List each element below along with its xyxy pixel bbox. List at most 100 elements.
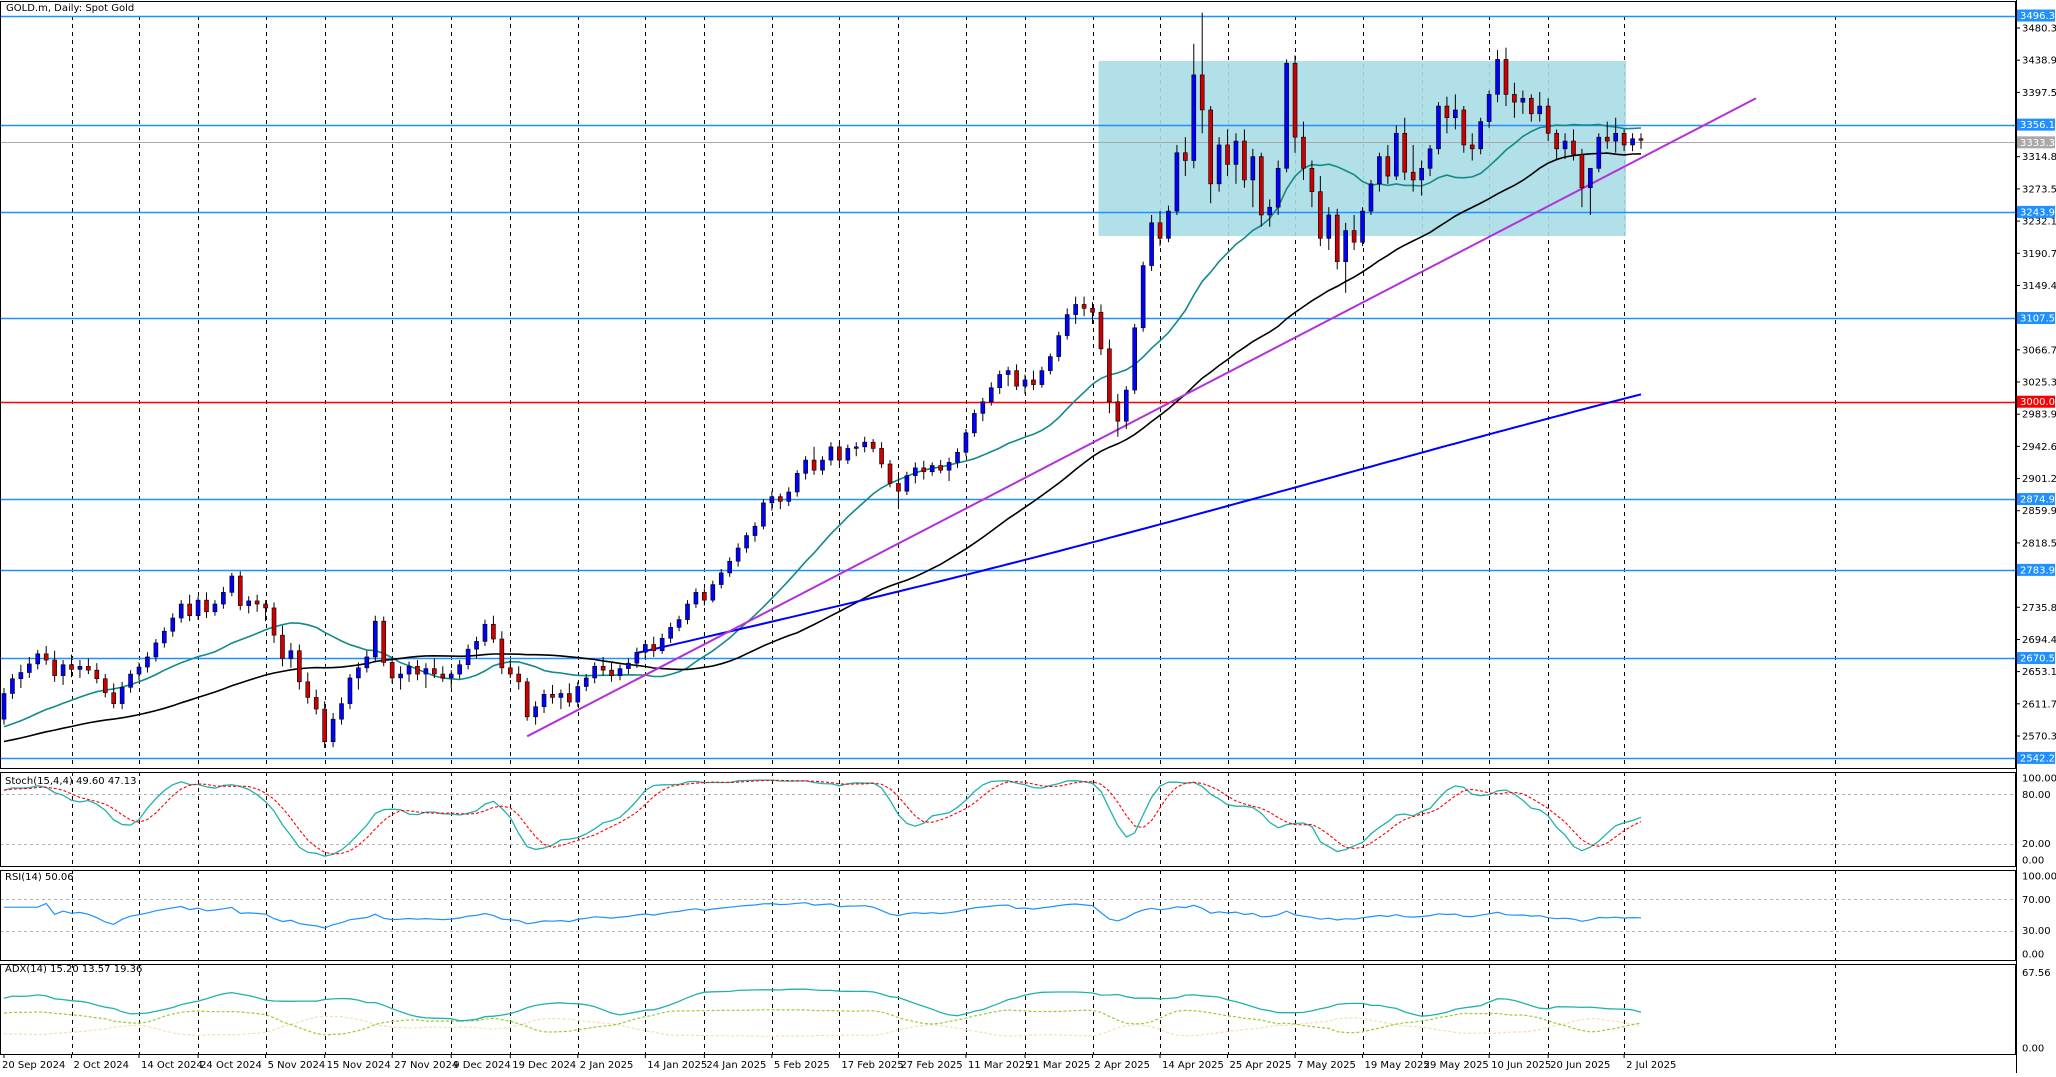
date-tick-label: 2 Apr 2025 xyxy=(1095,1060,1150,1071)
candle xyxy=(1453,94,1458,130)
candle xyxy=(1301,121,1306,180)
date-tick-label: 17 Feb 2025 xyxy=(841,1060,903,1071)
candle xyxy=(1444,96,1450,134)
level-price-tag xyxy=(2017,563,2055,576)
date-tick-label: 7 May 2025 xyxy=(1297,1060,1356,1071)
consolidation-range-box xyxy=(1098,60,1627,236)
candle xyxy=(1098,304,1104,356)
date-tick-label: 11 Mar 2025 xyxy=(968,1060,1031,1071)
candle xyxy=(297,644,302,690)
date-tick-label: 19 Dec 2024 xyxy=(512,1060,576,1071)
candle xyxy=(1031,370,1036,391)
price-tick-label: 2570.39 xyxy=(2022,732,2056,743)
candle xyxy=(626,658,631,675)
candle xyxy=(972,409,977,437)
candle xyxy=(845,444,851,464)
candle xyxy=(322,701,327,748)
candle xyxy=(212,600,218,616)
price-tick-label: 3232.15 xyxy=(2022,217,2056,228)
rsi-tick-label: 0.00 xyxy=(2022,950,2044,961)
candle xyxy=(904,471,910,496)
level-price-tag xyxy=(2017,395,2055,408)
candle xyxy=(1495,50,1500,103)
candle xyxy=(1123,386,1129,429)
candle xyxy=(988,382,994,406)
candle xyxy=(448,670,454,689)
candle xyxy=(271,602,277,643)
candle xyxy=(1284,59,1289,173)
candle xyxy=(727,557,732,577)
level-price-label: 3107.57 xyxy=(2020,314,2056,325)
candle xyxy=(1208,106,1213,204)
price-tick-label: 3273.51 xyxy=(2022,184,2056,195)
candle xyxy=(145,652,150,673)
candle xyxy=(634,647,640,668)
candle xyxy=(1183,137,1188,177)
candle xyxy=(499,631,505,675)
candle xyxy=(1461,106,1467,153)
date-tick-label: 19 May 2025 xyxy=(1365,1060,1430,1071)
candle xyxy=(761,498,766,530)
candle xyxy=(853,442,859,457)
level-price-label: 2542.21 xyxy=(2020,753,2056,764)
stoch-tick-label: 80.00 xyxy=(2022,790,2051,801)
candle xyxy=(263,600,268,622)
level-price-label: 3496.33 xyxy=(2020,11,2056,22)
price-tick-label: 3190.79 xyxy=(2022,249,2056,260)
level-price-tag xyxy=(2017,493,2055,506)
candle xyxy=(668,622,673,643)
rsi-tick-label: 70.00 xyxy=(2022,895,2051,906)
candle xyxy=(1140,261,1146,332)
candle xyxy=(1410,144,1416,192)
candle xyxy=(778,493,783,510)
candle xyxy=(1242,129,1247,188)
candle xyxy=(128,670,133,693)
candle xyxy=(398,666,403,690)
candle xyxy=(1419,160,1424,196)
candle xyxy=(1191,43,1197,169)
candle xyxy=(229,572,235,597)
candle xyxy=(1,688,7,725)
candle xyxy=(440,666,446,682)
date-tick-label: 20 Jun 2025 xyxy=(1550,1060,1610,1071)
candle xyxy=(1571,129,1576,161)
candle xyxy=(69,654,74,678)
candle xyxy=(246,596,252,614)
candle xyxy=(676,615,682,632)
date-tick-label: 27 Feb 2025 xyxy=(900,1060,962,1071)
adx-tick-label: 0.00 xyxy=(2022,1044,2044,1055)
candle xyxy=(516,666,522,690)
date-tick-label: 25 Apr 2025 xyxy=(1230,1060,1292,1071)
candle xyxy=(955,448,960,468)
candle xyxy=(1486,90,1492,128)
adx-label: ADX(14) 15.20 13.57 19.36 xyxy=(5,964,142,975)
price-tick-label: 3314.87 xyxy=(2022,152,2056,163)
candle xyxy=(347,674,353,710)
price-tick-label: 2859.91 xyxy=(2022,506,2056,517)
stoch-tick-label: 0.00 xyxy=(2022,856,2044,867)
date-tick-label: 29 May 2025 xyxy=(1424,1060,1489,1071)
candle xyxy=(94,663,100,684)
level-price-label: 3243.99 xyxy=(2020,207,2056,218)
candle xyxy=(659,633,665,654)
date-tick-label: 15 Nov 2024 xyxy=(327,1060,391,1071)
rsi-line xyxy=(4,902,1642,929)
candle xyxy=(1250,148,1256,208)
candle xyxy=(963,428,969,457)
candle xyxy=(575,681,581,707)
level-price-tag xyxy=(2017,652,2055,665)
price-tick-label: 3149.43 xyxy=(2022,281,2056,292)
candle xyxy=(1090,302,1095,324)
candle xyxy=(305,672,311,704)
candle xyxy=(1554,129,1559,161)
candle xyxy=(482,619,488,647)
adx-tick-label: 67.56 xyxy=(2022,968,2051,979)
date-tick-label: 10 Jun 2025 xyxy=(1491,1060,1551,1071)
candle xyxy=(870,439,876,453)
rsi-tick-label: 100.00 xyxy=(2022,872,2056,883)
level-price-tag xyxy=(2017,751,2055,764)
candle xyxy=(828,442,834,466)
ma-slow-line xyxy=(3,152,1642,743)
